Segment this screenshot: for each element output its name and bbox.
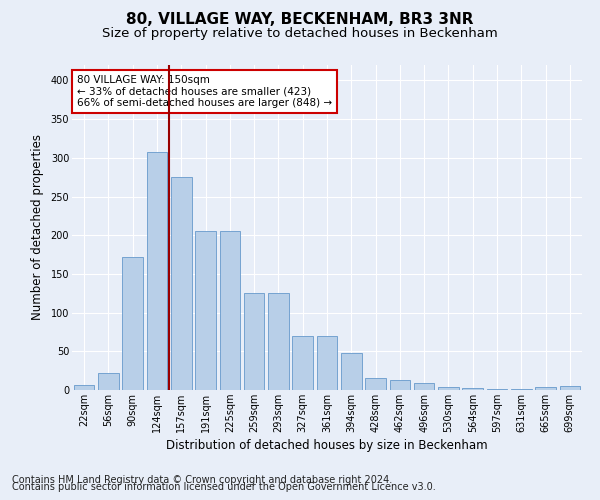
Bar bbox=[487, 389, 508, 390]
Text: Contains HM Land Registry data © Crown copyright and database right 2024.: Contains HM Land Registry data © Crown c… bbox=[12, 475, 392, 485]
Bar bbox=[511, 389, 532, 390]
Bar bbox=[317, 336, 337, 390]
Bar bbox=[463, 388, 483, 390]
Bar bbox=[535, 387, 556, 390]
Bar bbox=[292, 336, 313, 390]
Bar bbox=[146, 152, 167, 390]
Text: Size of property relative to detached houses in Beckenham: Size of property relative to detached ho… bbox=[102, 28, 498, 40]
Bar bbox=[414, 383, 434, 390]
Bar bbox=[195, 232, 216, 390]
Bar bbox=[365, 378, 386, 390]
Bar bbox=[341, 353, 362, 390]
Y-axis label: Number of detached properties: Number of detached properties bbox=[31, 134, 44, 320]
Bar bbox=[122, 257, 143, 390]
Bar bbox=[98, 373, 119, 390]
Bar bbox=[560, 386, 580, 390]
Bar bbox=[171, 177, 191, 390]
Bar bbox=[74, 384, 94, 390]
Bar bbox=[438, 387, 459, 390]
Text: 80 VILLAGE WAY: 150sqm
← 33% of detached houses are smaller (423)
66% of semi-de: 80 VILLAGE WAY: 150sqm ← 33% of detached… bbox=[77, 74, 332, 108]
Text: 80, VILLAGE WAY, BECKENHAM, BR3 3NR: 80, VILLAGE WAY, BECKENHAM, BR3 3NR bbox=[126, 12, 474, 28]
Bar bbox=[268, 294, 289, 390]
Bar bbox=[244, 294, 265, 390]
Bar bbox=[220, 232, 240, 390]
X-axis label: Distribution of detached houses by size in Beckenham: Distribution of detached houses by size … bbox=[166, 439, 488, 452]
Text: Contains public sector information licensed under the Open Government Licence v3: Contains public sector information licen… bbox=[12, 482, 436, 492]
Bar bbox=[389, 380, 410, 390]
